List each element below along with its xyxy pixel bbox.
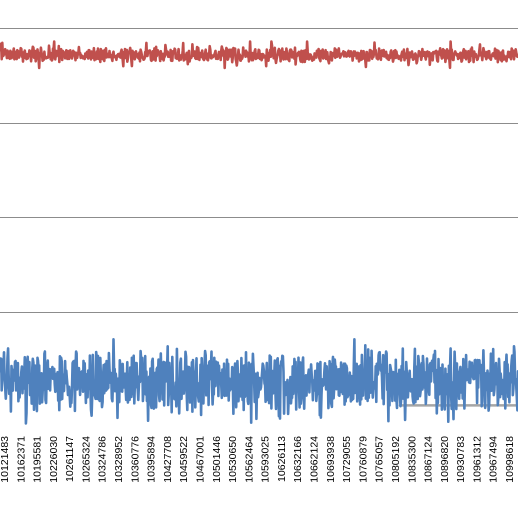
x-tick-label: 10226030 — [48, 436, 60, 483]
x-tick-label: 10805192 — [390, 436, 402, 483]
x-tick-label: 10562464 — [243, 436, 255, 483]
x-tick-label: 10427708 — [162, 436, 174, 483]
x-tick-label: 10760879 — [357, 436, 369, 483]
x-tick-label: 10459522 — [178, 436, 190, 483]
x-tick-label: 10324786 — [97, 436, 109, 483]
x-tick-label: 10693938 — [325, 436, 337, 483]
series-line-2 — [0, 338, 518, 425]
x-tick-label: 10632166 — [292, 436, 304, 483]
x-tick-label: 10867124 — [423, 436, 435, 483]
x-tick-label: 10729055 — [341, 436, 353, 483]
x-tick-label: 10662124 — [309, 436, 321, 483]
x-tick-label: 10501446 — [211, 436, 223, 483]
plot-area — [0, 40, 518, 425]
x-tick-label: 10930783 — [455, 436, 467, 483]
x-tick-label: 10896820 — [439, 436, 451, 483]
x-tick-label: 10265324 — [81, 436, 93, 483]
x-tick-label: 10261147 — [64, 436, 76, 482]
x-tick-label: 10530650 — [227, 436, 239, 483]
x-tick-label: 10998618 — [504, 436, 516, 483]
x-tick-label: 10121483 — [0, 436, 11, 483]
x-tick-label: 10467001 — [195, 436, 207, 483]
x-tick-label: 10395894 — [146, 436, 158, 483]
x-tick-label: 10961312 — [471, 436, 483, 483]
x-tick-label: 10162371 — [15, 436, 27, 483]
x-tick-label: 10835300 — [406, 436, 418, 483]
x-tick-label: 10328952 — [113, 436, 125, 483]
x-tick-label: 10967494 — [488, 436, 500, 483]
gridlines — [0, 28, 518, 313]
x-tick-label: 10765057 — [374, 436, 386, 483]
x-tick-label: 10626113 — [276, 436, 288, 482]
x-tick-label: 10195581 — [32, 436, 44, 483]
x-tick-label: 10360776 — [129, 436, 141, 483]
x-tick-label: 10593025 — [260, 436, 272, 483]
series-line-1 — [0, 40, 518, 70]
x-axis-tick-labels: 10121483 10162371 10195581 10226030 10261147… — [0, 436, 516, 483]
